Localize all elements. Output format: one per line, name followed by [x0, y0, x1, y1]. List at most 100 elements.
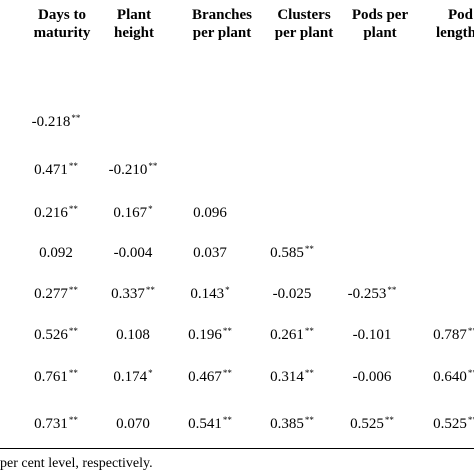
- table-cell: 0.143*: [190, 285, 230, 302]
- table-cell: 0.471**: [34, 161, 78, 178]
- significance-mark: **: [304, 415, 314, 425]
- header-line: Pod: [448, 7, 474, 23]
- table-cell: 0.167*: [113, 204, 153, 221]
- table-cell: 0.731**: [34, 415, 78, 432]
- header-line: maturity: [33, 25, 91, 41]
- table-cell: 0.526**: [34, 326, 78, 343]
- table-cell: 0.261**: [270, 326, 314, 343]
- header-line: length: [436, 25, 474, 41]
- significance-mark: *: [225, 285, 230, 295]
- table-cell: -0.025: [273, 286, 312, 302]
- cell-value: -0.253: [347, 286, 387, 302]
- header-line: per plant: [274, 25, 334, 41]
- table-cell: -0.210**: [108, 161, 158, 178]
- table-cell: -0.218**: [31, 113, 81, 130]
- table-footnote: per cent level, respectively.: [0, 456, 153, 471]
- cell-value: 0.096: [193, 205, 227, 221]
- table-cell: -0.004: [114, 245, 153, 261]
- significance-mark: **: [222, 368, 232, 378]
- cell-value: 0.541: [188, 416, 222, 432]
- header-pod-length: Pod length: [436, 6, 474, 42]
- cell-value: 0.167: [113, 205, 148, 221]
- cell-value: 0.640: [433, 369, 467, 385]
- significance-mark: *: [148, 204, 153, 214]
- header-line: Branches: [192, 7, 252, 23]
- table-cell: 0.761**: [34, 368, 78, 385]
- significance-mark: *: [148, 368, 153, 378]
- cell-value: -0.101: [352, 327, 392, 343]
- table-cell: 0.385**: [270, 415, 314, 432]
- cell-value: 0.731: [34, 416, 68, 432]
- table-cell: 0.037: [193, 245, 227, 261]
- significance-mark: **: [467, 415, 474, 425]
- cell-value: -0.025: [272, 286, 312, 302]
- significance-mark: **: [68, 368, 78, 378]
- cell-value: 0.585: [270, 245, 304, 261]
- header-line: height: [113, 25, 154, 41]
- cell-value: 0.761: [34, 369, 68, 385]
- table-cell: -0.006: [353, 369, 392, 385]
- header-line: Days to: [38, 7, 86, 23]
- table-cell: 0.174*: [113, 368, 153, 385]
- significance-mark: **: [384, 415, 394, 425]
- cell-value: 0.037: [193, 245, 227, 261]
- cell-value: 0.277: [34, 286, 68, 302]
- significance-mark: **: [68, 285, 78, 295]
- cell-value: -0.218: [31, 114, 71, 130]
- header-line: Plant: [116, 7, 152, 23]
- header-plant-height: Plant height: [100, 6, 168, 42]
- header-pods-per-plant: Pods per plant: [340, 6, 420, 42]
- table-cell: -0.101: [353, 327, 392, 343]
- table-cell: 0.640**: [433, 368, 474, 385]
- header-line: plant: [363, 25, 397, 41]
- table-cell: 0.541**: [188, 415, 232, 432]
- cell-value: 0.787: [433, 327, 467, 343]
- table-cell: 0.092: [39, 245, 73, 261]
- table-cell: 0.337**: [111, 285, 155, 302]
- significance-mark: **: [467, 368, 474, 378]
- header-line: Clusters: [277, 7, 331, 23]
- table-cell: 0.070: [116, 416, 150, 432]
- cell-value: 0.108: [116, 327, 150, 343]
- table-cell: 0.525**: [433, 415, 474, 432]
- significance-mark: **: [68, 161, 78, 171]
- significance-mark: **: [304, 326, 314, 336]
- cell-value: 0.174: [113, 369, 148, 385]
- significance-mark: **: [145, 285, 155, 295]
- header-days-to-maturity: Days to maturity: [20, 6, 104, 42]
- table-cell: 0.525**: [350, 415, 394, 432]
- significance-mark: **: [304, 368, 314, 378]
- cell-value: 0.471: [34, 162, 68, 178]
- table-cell: -0.253**: [347, 285, 397, 302]
- significance-mark: **: [68, 415, 78, 425]
- cell-value: 0.216: [34, 205, 68, 221]
- significance-mark: **: [304, 244, 314, 254]
- cell-value: 0.092: [39, 245, 73, 261]
- significance-mark: **: [68, 326, 78, 336]
- significance-mark: **: [71, 113, 81, 123]
- cell-value: 0.385: [270, 416, 304, 432]
- cell-value: 0.196: [188, 327, 222, 343]
- cell-value: -0.006: [352, 369, 392, 385]
- header-line: Pods per: [351, 7, 409, 23]
- cell-value: 0.525: [433, 416, 467, 432]
- cell-value: 0.526: [34, 327, 68, 343]
- header-clusters-per-plant: Clusters per plant: [258, 6, 350, 42]
- cell-value: 0.467: [188, 369, 222, 385]
- table-cell: 0.096: [193, 205, 227, 221]
- cell-value: 0.525: [350, 416, 384, 432]
- table-bottom-rule: [0, 448, 474, 449]
- cell-value: -0.210: [108, 162, 148, 178]
- cell-value: 0.314: [270, 369, 304, 385]
- significance-mark: **: [148, 161, 158, 171]
- significance-mark: **: [387, 285, 397, 295]
- table-cell: 0.467**: [188, 368, 232, 385]
- table-cell: 0.216**: [34, 204, 78, 221]
- cell-value: -0.004: [113, 245, 153, 261]
- significance-mark: **: [222, 415, 232, 425]
- cell-value: 0.261: [270, 327, 304, 343]
- cell-value: 0.337: [111, 286, 145, 302]
- table-cell: 0.108: [116, 327, 150, 343]
- table-cell: 0.277**: [34, 285, 78, 302]
- header-line: per plant: [192, 25, 252, 41]
